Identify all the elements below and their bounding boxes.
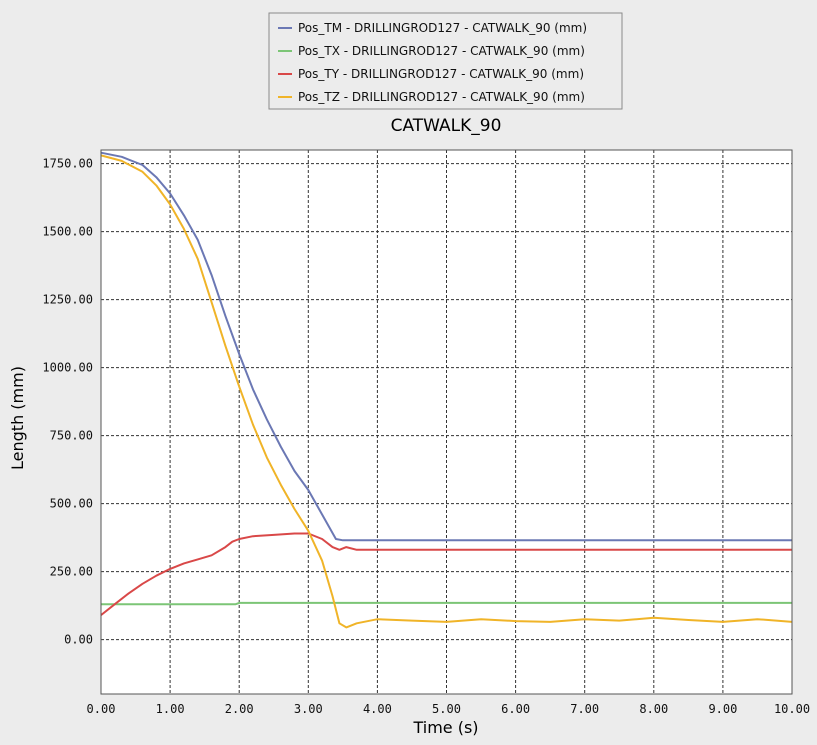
x-tick-label: 1.00 — [156, 702, 185, 716]
series-line-2 — [101, 601, 792, 606]
x-axis-ticks: 0.00 1.00 2.00 3.00 4.00 5.00 6.00 7.00 8.00 9.00… — [87, 702, 811, 716]
x-tick-label: 6.00 — [501, 702, 530, 716]
x-tick-label: 10.00 — [774, 702, 810, 716]
chart-title: CATWALK_90 — [391, 116, 502, 136]
y-axis-ticks: 0.00 250.00 500.00 750.00 1000.00 1250.00 1500… — [42, 157, 93, 647]
x-tick-label: 4.00 — [363, 702, 392, 716]
x-tick-label: 0.00 — [87, 702, 116, 716]
y-tick-label: 1500.00 — [42, 225, 93, 239]
x-axis-title: Time (s) — [412, 718, 478, 737]
x-tick-label: 8.00 — [639, 702, 668, 716]
y-tick-label: 0.00 — [64, 633, 93, 647]
y-axis-title: Length (mm) — [8, 366, 27, 470]
legend-entry: Pos_TM - DRILLINGROD127 - CATWALK_90 (mm… — [298, 21, 587, 35]
series-line-1 — [100, 151, 792, 542]
grid-lines — [101, 150, 792, 694]
legend-entry: Pos_TX - DRILLINGROD127 - CATWALK_90 (mm… — [298, 44, 585, 58]
series-lines — [100, 151, 793, 629]
legend-entry: Pos_TY - DRILLINGROD127 - CATWALK_90 (mm… — [298, 67, 584, 81]
x-tick-label: 3.00 — [294, 702, 323, 716]
y-tick-label: 500.00 — [50, 497, 93, 511]
x-tick-label: 9.00 — [708, 702, 737, 716]
legend-box — [268, 12, 623, 110]
y-tick-label: 1250.00 — [42, 293, 93, 307]
y-tick-label: 750.00 — [50, 429, 93, 443]
series-line-3 — [100, 532, 792, 616]
x-tick-label: 7.00 — [570, 702, 599, 716]
legend-entry: Pos_TZ - DRILLINGROD127 - CATWALK_90 (mm… — [298, 90, 585, 104]
y-tick-label: 250.00 — [50, 565, 93, 579]
x-tick-label: 2.00 — [225, 702, 254, 716]
series-line-4 — [100, 154, 793, 629]
y-tick-label: 1000.00 — [42, 361, 93, 375]
legend: Pos_TM - DRILLINGROD127 - CATWALK_90 (mm… — [268, 12, 623, 110]
plot-border — [100, 149, 793, 695]
y-tick-label: 1750.00 — [42, 157, 93, 171]
x-tick-label: 5.00 — [432, 702, 461, 716]
